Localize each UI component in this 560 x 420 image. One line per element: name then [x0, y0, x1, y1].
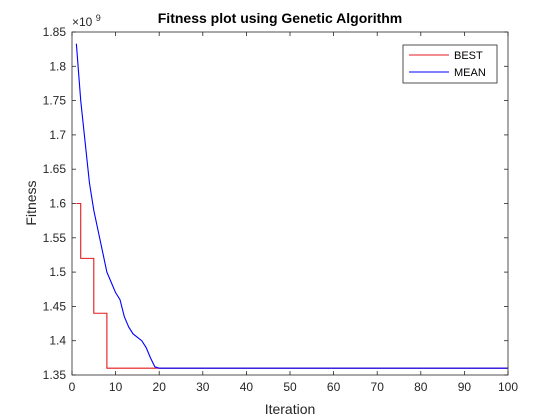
y-tick-label: 1.45	[43, 299, 67, 313]
x-tick-label: 50	[283, 380, 297, 394]
legend-label-mean: MEAN	[454, 67, 486, 79]
x-tick-label: 60	[327, 380, 341, 394]
y-scale-base: ×10	[72, 15, 93, 29]
y-tick-label: 1.75	[43, 94, 67, 108]
x-tick-label: 40	[240, 380, 254, 394]
series-line-mean	[75, 43, 508, 369]
y-tick-label: 1.4	[49, 334, 66, 348]
series-lines	[75, 43, 508, 369]
y-axis-label: Fitness	[23, 180, 39, 225]
y-tick-label: 1.7	[49, 128, 66, 142]
x-tick-label: 0	[69, 380, 76, 394]
y-tick-label: 1.6	[49, 197, 66, 211]
y-tick-label: 1.8	[49, 59, 66, 73]
x-tick-label: 10	[109, 380, 123, 394]
x-tick-label: 20	[153, 380, 167, 394]
y-scale-exponent: ×10 9	[72, 13, 101, 29]
legend-label-best: BEST	[454, 50, 483, 62]
y-tick-label: 1.65	[43, 162, 67, 176]
legend: BEST MEAN	[402, 44, 498, 84]
y-tick-label: 1.5	[49, 265, 66, 279]
x-tick-label: 100	[498, 380, 518, 394]
plot-area	[72, 32, 508, 375]
x-tick-label: 90	[458, 380, 472, 394]
series-line-best	[76, 202, 508, 369]
y-scale-power: 9	[96, 13, 101, 23]
axes: 0 10 20 30 40 50 60 70 80 90 100 1.35 1.4 1.45 1.5 1.55…	[43, 25, 519, 394]
x-tick-label: 80	[414, 380, 428, 394]
x-tick-label: 30	[196, 380, 210, 394]
y-tick-label: 1.35	[43, 368, 67, 382]
y-tick-label: 1.55	[43, 231, 67, 245]
x-axis-label: Iteration	[265, 401, 316, 417]
legend-box	[402, 44, 498, 84]
chart-title: Fitness plot using Genetic Algorithm	[158, 10, 403, 26]
x-tick-label: 70	[371, 380, 385, 394]
y-tick-label: 1.85	[43, 25, 67, 39]
